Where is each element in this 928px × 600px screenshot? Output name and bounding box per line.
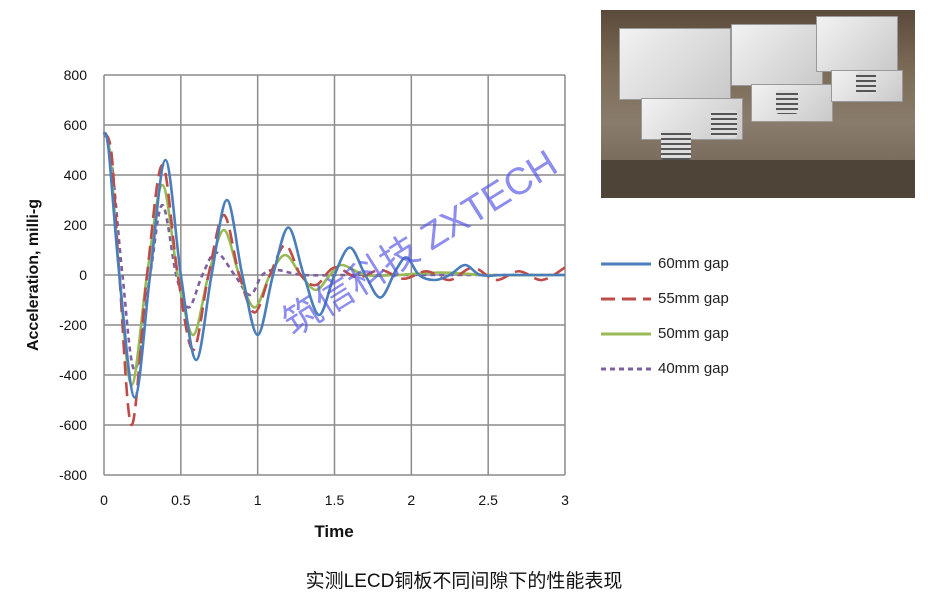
x-tick-labels: 0 0.5 1 1.5 2 2.5 3 bbox=[100, 492, 569, 508]
legend-item: 40mm gap bbox=[600, 351, 729, 386]
y-tick-label: 600 bbox=[64, 117, 88, 133]
legend-item: 60mm gap bbox=[600, 246, 729, 281]
y-tick-label: -800 bbox=[59, 467, 87, 483]
y-tick-label: 800 bbox=[64, 67, 88, 83]
x-tick-label: 2 bbox=[407, 492, 415, 508]
x-tick-label: 0 bbox=[100, 492, 108, 508]
legend-label: 60mm gap bbox=[658, 255, 729, 272]
legend-label: 40mm gap bbox=[658, 360, 729, 377]
series-line-60mm-gap bbox=[102, 131, 565, 399]
y-tick-label: -200 bbox=[59, 317, 87, 333]
legend-item: 55mm gap bbox=[600, 281, 729, 316]
series-lines bbox=[102, 131, 566, 427]
legend-swatch bbox=[601, 367, 651, 370]
legend-label: 50mm gap bbox=[658, 325, 729, 342]
legend-swatch bbox=[601, 262, 651, 265]
acceleration-chart: 800 600 400 200 0 -200 -400 -600 -800 0 0.5 1 1.5 2 2… bbox=[25, 67, 569, 541]
y-tick-label: 0 bbox=[79, 267, 87, 283]
legend: 60mm gap 55mm gap 50mm gap 40mm gap bbox=[600, 246, 729, 386]
x-tick-label: 3 bbox=[561, 492, 569, 508]
x-axis-label: Time bbox=[314, 522, 353, 541]
y-tick-label: -400 bbox=[59, 367, 87, 383]
y-tick-labels: 800 600 400 200 0 -200 -400 -600 -800 bbox=[59, 67, 87, 483]
series-line-55mm-gap bbox=[102, 131, 566, 427]
x-tick-label: 0.5 bbox=[171, 492, 191, 508]
y-tick-label: 400 bbox=[64, 167, 88, 183]
caption: 实测LECD铜板不同间隙下的性能表现 bbox=[305, 571, 623, 592]
y-tick-label: 200 bbox=[64, 217, 88, 233]
y-axis-label: Acceleration, milli-g bbox=[25, 199, 42, 351]
x-tick-label: 1.5 bbox=[325, 492, 345, 508]
x-tick-label: 2.5 bbox=[478, 492, 498, 508]
y-tick-label: -600 bbox=[59, 417, 87, 433]
legend-item: 50mm gap bbox=[600, 316, 729, 351]
legend-swatch bbox=[601, 332, 651, 335]
product-photo bbox=[601, 10, 915, 198]
x-tick-label: 1 bbox=[254, 492, 262, 508]
legend-label: 55mm gap bbox=[658, 290, 729, 307]
legend-swatch bbox=[601, 297, 651, 300]
